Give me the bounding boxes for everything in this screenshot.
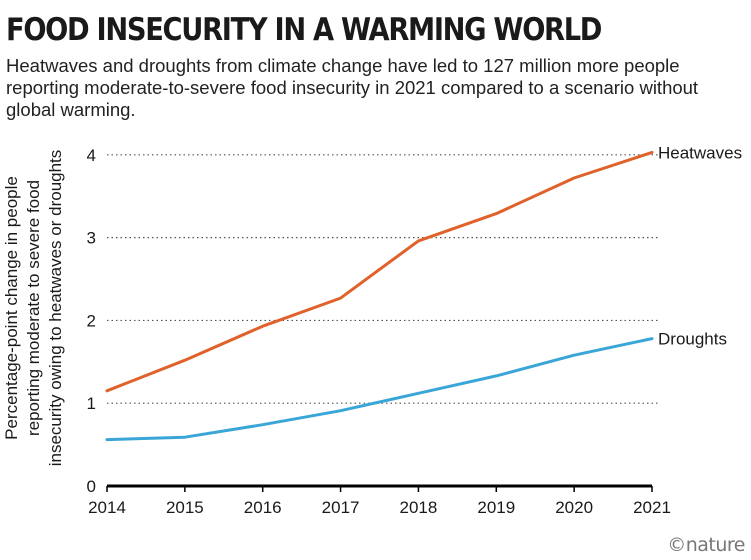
series-lines [105,150,654,442]
y-tick-label: 4 [87,146,96,165]
x-tick-label: 2020 [555,498,593,517]
y-axis-label-line: reporting moderate to severe food [24,180,43,436]
x-tick-labels: 2014 2015 2016 2017 2018 2019 2020 2021 [88,486,671,517]
series-label-heatwaves: Heatwaves [658,143,742,162]
x-tick-label: 2018 [400,498,438,517]
chart-title: FOOD INSECURITY IN A WARMING WORLD [6,12,602,48]
series-labels: Heatwaves Droughts [658,143,742,348]
y-tick-label: 1 [87,394,96,413]
x-tick-label: 2014 [88,498,126,517]
y-axis-label: Percentage-point change in people reporti… [2,150,65,467]
y-axis-label-line: insecurity owing to heatwaves or drought… [46,150,65,467]
y-axis-label-line: Percentage-point change in people [2,176,21,440]
grid-lines [107,154,658,404]
series-label-droughts: Droughts [658,330,727,349]
x-tick-label: 2021 [633,498,671,517]
x-tick-label: 2019 [477,498,515,517]
nature-logo: ©nature [667,534,745,556]
x-tick-label: 2017 [322,498,360,517]
x-tick-label: 2015 [166,498,204,517]
y-tick-label: 2 [87,311,96,330]
series-line-heatwaves [105,150,654,393]
series-line-droughts [105,337,654,442]
x-tick-label: 2016 [244,498,282,517]
y-tick-label: 0 [87,477,96,496]
chart-subtitle: Heatwaves and droughts from climate chan… [6,55,699,120]
y-tick-label: 3 [87,229,96,248]
y-tick-labels: 0 1 2 3 4 [87,146,96,496]
